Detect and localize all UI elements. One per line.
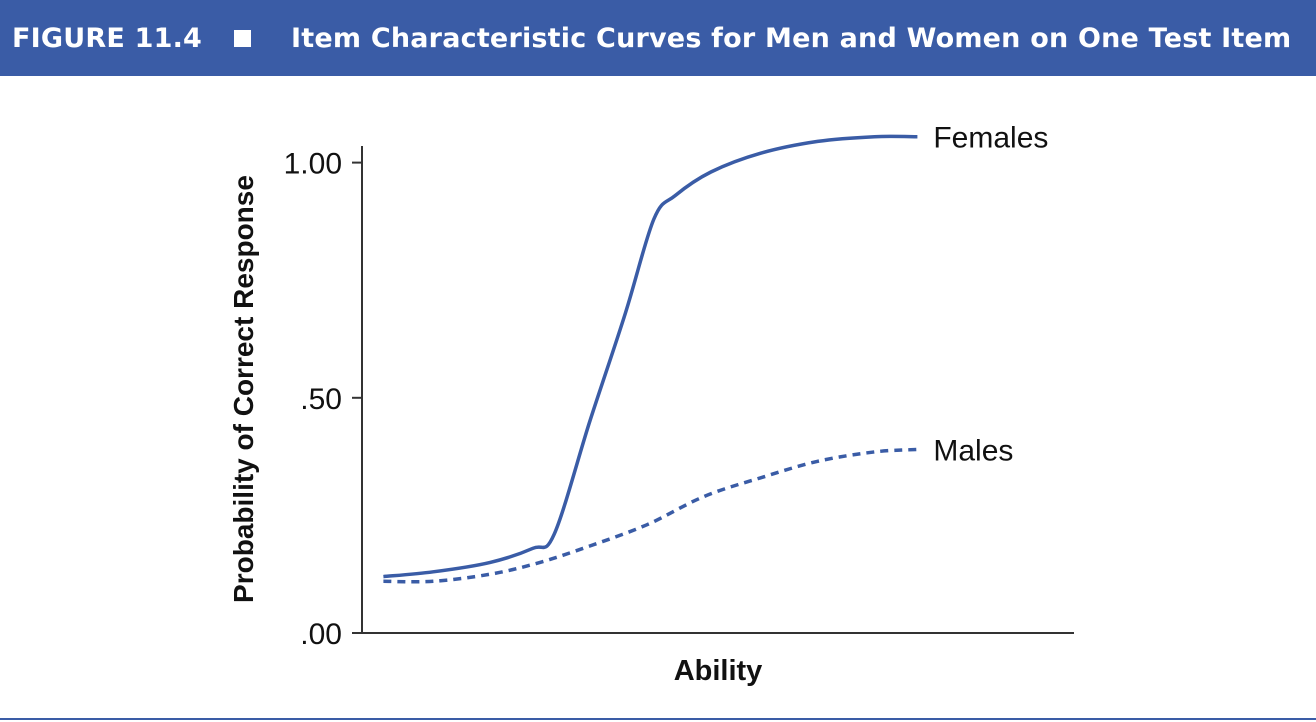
series-label-males: Males bbox=[933, 435, 1013, 468]
y-tick-label: 1.00 bbox=[284, 148, 342, 181]
series-line-females bbox=[383, 134, 918, 579]
figure-header: FIGURE 11.4 Item Characteristic Curves f… bbox=[0, 0, 1316, 76]
figure-number: FIGURE 11.4 bbox=[12, 22, 203, 54]
y-tick-label: .50 bbox=[300, 383, 342, 416]
x-axis-label: Ability bbox=[674, 655, 763, 687]
figure-title: Item Characteristic Curves for Men and W… bbox=[291, 22, 1292, 54]
y-tick-label: .00 bbox=[300, 618, 342, 651]
bottom-rule bbox=[0, 718, 1316, 720]
series-line-males bbox=[383, 447, 918, 584]
square-icon bbox=[234, 29, 252, 47]
y-axis-label: Probability of Correct Response bbox=[228, 175, 259, 603]
series-label-females: Females bbox=[933, 122, 1048, 155]
